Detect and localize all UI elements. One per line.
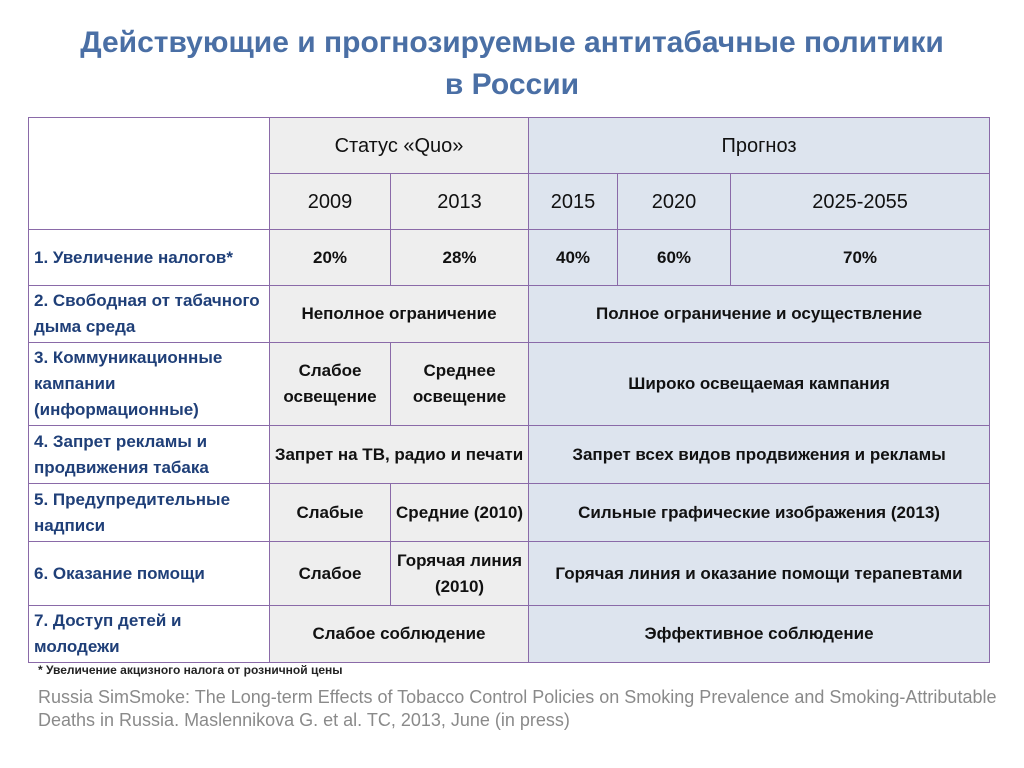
title-line-1: Действующие и прогнозируемые антитабачны… — [80, 26, 944, 59]
cell-value: 60% — [617, 229, 732, 286]
cell-value: 40% — [528, 229, 619, 286]
year-2015: 2015 — [528, 173, 619, 230]
table-row: 4. Запрет рекламы и продвижения табака З… — [28, 425, 991, 484]
year-2020: 2020 — [617, 173, 732, 230]
table-row: 2. Свободная от табачного дыма среда Неп… — [28, 285, 991, 343]
citation: Russia SimSmoke: The Long-term Effects o… — [38, 687, 997, 730]
year-row: 2009 2013 2015 2020 2025-2055 — [29, 173, 991, 230]
corner-cell — [28, 117, 270, 230]
cell-status-2009: Слабое — [269, 541, 391, 606]
cell-status-2013: Горячая линия (2010) — [389, 541, 530, 606]
policy-table: Статус «Quo» Прогноз 2009 2013 2015 2020… — [28, 117, 991, 663]
table-row: 7. Доступ детей и молодежи Слабое соблюд… — [28, 605, 991, 663]
row-label-ad-ban: 4. Запрет рекламы и продвижения табака — [28, 425, 270, 484]
cell-forecast-merged: Сильные графические изображения (2013) — [528, 483, 991, 542]
cell-status-2009: Слабое освещение — [269, 342, 391, 426]
cell-value: 70% — [730, 229, 991, 286]
row-label-youth-access: 7. Доступ детей и молодежи — [28, 605, 270, 663]
row-label-taxes: 1. Увеличение налогов* — [28, 229, 270, 286]
cell-forecast-merged: Широко освещаемая кампания — [528, 342, 991, 426]
slide-title: Действующие и прогнозируемые антитабачны… — [0, 22, 1024, 106]
cell-status-2013: Среднее освещение — [389, 342, 530, 426]
forecast-header: Прогноз — [528, 117, 991, 174]
year-2013: 2013 — [389, 173, 530, 230]
cell-value: 20% — [269, 229, 391, 286]
table-header-row: Статус «Quo» Прогноз — [28, 117, 991, 230]
year-2009: 2009 — [269, 173, 391, 230]
row-label-smoke-free: 2. Свободная от табачного дыма среда — [28, 285, 270, 343]
row-label-campaigns: 3. Коммуникационные кампании (информацио… — [28, 342, 270, 426]
table-row: 1. Увеличение налогов* 20% 28% 40% 60% 7… — [28, 229, 991, 286]
status-quo-header: Статус «Quo» — [268, 117, 530, 174]
row-label-assistance: 6. Оказание помощи — [28, 541, 270, 606]
table-row: 5. Предупредительные надписи Слабые Сред… — [28, 483, 991, 542]
cell-forecast-merged: Горячая линия и оказание помощи терапевт… — [528, 541, 991, 606]
cell-status-merged: Слабое соблюдение — [268, 605, 530, 663]
cell-forecast-merged: Полное ограничение и осуществление — [528, 285, 991, 343]
year-2025-2055: 2025-2055 — [730, 173, 991, 230]
cell-value: 28% — [389, 229, 530, 286]
table-row: 3. Коммуникационные кампании (информацио… — [28, 342, 991, 426]
footnote: * Увеличение акцизного налога от розничн… — [38, 663, 343, 677]
cell-forecast-merged: Запрет всех видов продвижения и рекламы — [528, 425, 991, 484]
cell-status-2009: Слабые — [269, 483, 391, 542]
cell-status-merged: Неполное ограничение — [268, 285, 530, 343]
table-row: 6. Оказание помощи Слабое Горячая линия … — [28, 541, 991, 606]
cell-status-merged: Запрет на ТВ, радио и печати — [268, 425, 530, 484]
cell-forecast-merged: Эффективное соблюдение — [528, 605, 991, 663]
row-label-warnings: 5. Предупредительные надписи — [28, 483, 270, 542]
cell-status-2013: Средние (2010) — [389, 483, 530, 542]
title-line-2: в России — [444, 68, 580, 101]
